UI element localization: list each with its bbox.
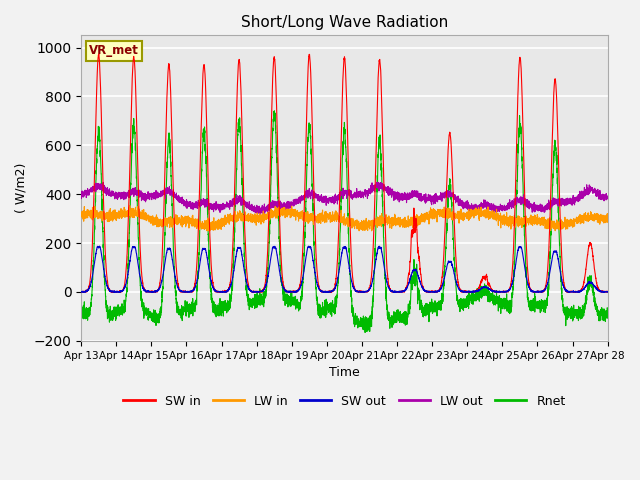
SW out [463,289,470,295]
LW in [604,212,611,218]
Line: LW out: LW out [81,182,608,216]
SW in [604,289,611,295]
LW out [433,197,441,203]
Rnet [172,293,180,299]
LW in [126,203,134,208]
Line: SW out: SW out [81,246,608,292]
Rnet [361,330,369,336]
LW out [373,180,381,185]
Rnet [463,304,470,310]
LW in [325,212,333,218]
LW out [463,201,470,207]
Rnet [324,310,332,315]
Text: VR_met: VR_met [89,45,139,58]
X-axis label: Time: Time [329,366,360,379]
SW out [172,278,180,284]
SW in [604,288,612,294]
LW out [77,194,85,200]
LW out [604,196,611,202]
Line: LW in: LW in [81,205,608,231]
SW in [77,289,85,295]
SW out [604,289,612,295]
SW in [324,288,332,294]
LW in [172,212,180,217]
LW in [492,214,500,219]
LW out [492,204,500,209]
LW in [463,215,470,220]
Rnet [492,300,500,306]
LW in [433,213,441,218]
SW out [324,289,332,295]
SW in [95,51,102,57]
Rnet [271,108,278,114]
Rnet [77,307,85,313]
SW out [77,289,85,295]
LW out [256,213,264,218]
LW in [604,218,612,224]
SW in [492,288,500,294]
Rnet [604,311,612,317]
LW out [324,197,332,203]
SW in [433,288,441,294]
Legend: SW in, LW in, SW out, LW out, Rnet: SW in, LW in, SW out, LW out, Rnet [118,390,570,413]
LW in [204,228,211,234]
LW in [77,213,85,218]
SW out [95,243,103,249]
SW out [604,288,611,294]
SW out [433,289,441,295]
LW out [172,195,180,201]
Title: Short/Long Wave Radiation: Short/Long Wave Radiation [241,15,448,30]
Line: SW in: SW in [81,54,608,292]
Y-axis label: ( W/m2): ( W/m2) [15,163,28,213]
SW in [172,258,180,264]
SW out [492,289,500,295]
SW in [463,288,470,294]
Rnet [433,304,441,310]
Rnet [604,305,611,311]
Line: Rnet: Rnet [81,111,608,333]
LW out [604,196,612,202]
